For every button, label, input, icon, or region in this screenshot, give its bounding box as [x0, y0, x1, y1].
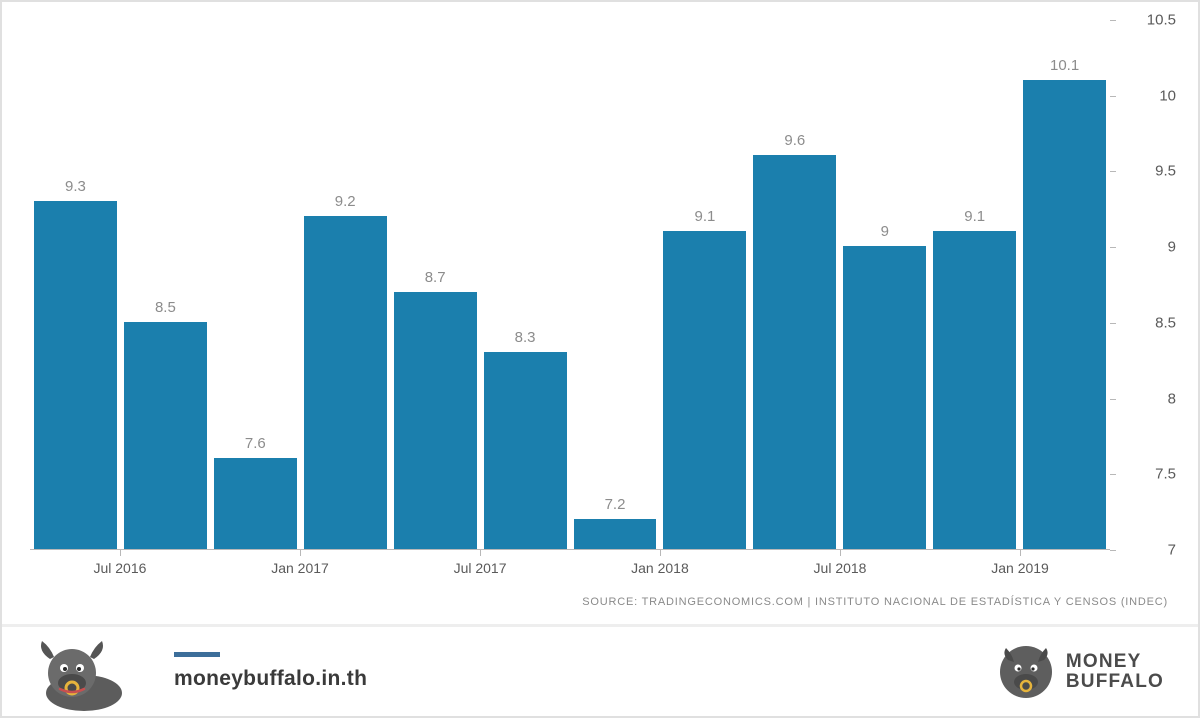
- buffalo-logo-icon: [998, 644, 1054, 700]
- x-tick-mark: [480, 550, 481, 556]
- x-tick-mark: [300, 550, 301, 556]
- bar: [484, 352, 567, 549]
- y-tick-label: 8: [1168, 390, 1176, 407]
- bar-slot: 8.3: [484, 19, 567, 549]
- bar-value-label: 9.3: [34, 178, 117, 195]
- site-url: moneybuffalo.in.th: [174, 667, 367, 691]
- chart-container: 9.3 8.5 7.6 9.2 8.7 8.3 7.2 9.1 9.6 9 9.1 10.1 7 7.5…: [30, 20, 1180, 590]
- brand-logo: MONEY BUFFALO: [998, 644, 1164, 700]
- bar: [394, 292, 477, 549]
- plot-area: 9.3 8.5 7.6 9.2 8.7 8.3 7.2 9.1 9.6 9 9.1 10.1: [30, 20, 1110, 550]
- bar: [933, 231, 1016, 549]
- bar-value-label: 10.1: [1023, 57, 1106, 74]
- y-tick-label: 7.5: [1155, 466, 1176, 483]
- bar: [304, 216, 387, 549]
- bar-value-label: 8.3: [484, 329, 567, 346]
- y-axis: 77.588.599.51010.5: [1120, 20, 1180, 550]
- bar-slot: 9.2: [304, 19, 387, 549]
- brand-line2: BUFFALO: [1066, 672, 1164, 692]
- bar-value-label: 7.2: [574, 496, 657, 513]
- y-tick-label: 10: [1159, 87, 1176, 104]
- mascot-icon: [24, 633, 154, 711]
- bar: [663, 231, 746, 549]
- x-tick-label: Jul 2016: [93, 560, 146, 576]
- x-axis: Jul 2016 Jan 2017 Jul 2017 Jan 2018 Jul 2018…: [30, 554, 1110, 578]
- bar-slot: 9.3: [34, 19, 117, 549]
- y-tick-label: 9: [1168, 239, 1176, 256]
- x-tick-mark: [120, 550, 121, 556]
- y-tick-label: 7: [1168, 542, 1176, 559]
- bar-slot: 9.1: [933, 19, 1016, 549]
- y-tick-label: 9.5: [1155, 163, 1176, 180]
- bar: [753, 155, 836, 549]
- brand-line1: MONEY: [1066, 652, 1164, 672]
- x-tick-mark: [660, 550, 661, 556]
- bar: [124, 322, 207, 549]
- chart-source: SOURCE: TRADINGECONOMICS.COM | INSTITUTO…: [582, 596, 1168, 608]
- bar-slot: 9.1: [663, 19, 746, 549]
- bar-value-label: 9.2: [304, 193, 387, 210]
- site-underline: [174, 652, 220, 657]
- y-tick-label: 10.5: [1147, 12, 1176, 29]
- bar-slot: 8.5: [124, 19, 207, 549]
- brand-text: MONEY BUFFALO: [1066, 652, 1164, 692]
- bar-value-label: 8.7: [394, 269, 477, 286]
- y-tick-label: 8.5: [1155, 314, 1176, 331]
- bar: [34, 201, 117, 549]
- bar: [843, 246, 926, 549]
- bar-slot: 10.1: [1023, 19, 1106, 549]
- bar-slot: 7.2: [574, 19, 657, 549]
- bar: [214, 458, 297, 549]
- bar: [1023, 80, 1106, 549]
- bar-value-label: 9.6: [753, 132, 836, 149]
- bar: [574, 519, 657, 549]
- bar-value-label: 8.5: [124, 299, 207, 316]
- x-tick-mark: [1020, 550, 1021, 556]
- bar-slot: 7.6: [214, 19, 297, 549]
- x-tick-label: Jan 2018: [631, 560, 689, 576]
- bar-slot: 9: [843, 19, 926, 549]
- bar-slot: 9.6: [753, 19, 836, 549]
- site-block: moneybuffalo.in.th: [174, 652, 367, 691]
- x-tick-label: Jul 2017: [454, 560, 507, 576]
- footer: moneybuffalo.in.th MONEY BUFFALO: [2, 624, 1198, 716]
- x-tick-label: Jan 2019: [991, 560, 1049, 576]
- bar-value-label: 9.1: [933, 208, 1016, 225]
- bar-value-label: 9: [843, 223, 926, 240]
- bar-value-label: 9.1: [663, 208, 746, 225]
- bar-slot: 8.7: [394, 19, 477, 549]
- bar-value-label: 7.6: [214, 435, 297, 452]
- x-tick-label: Jan 2017: [271, 560, 329, 576]
- x-tick-mark: [840, 550, 841, 556]
- bars-group: 9.3 8.5 7.6 9.2 8.7 8.3 7.2 9.1 9.6 9 9.1 10.1: [30, 19, 1110, 549]
- x-tick-label: Jul 2018: [814, 560, 867, 576]
